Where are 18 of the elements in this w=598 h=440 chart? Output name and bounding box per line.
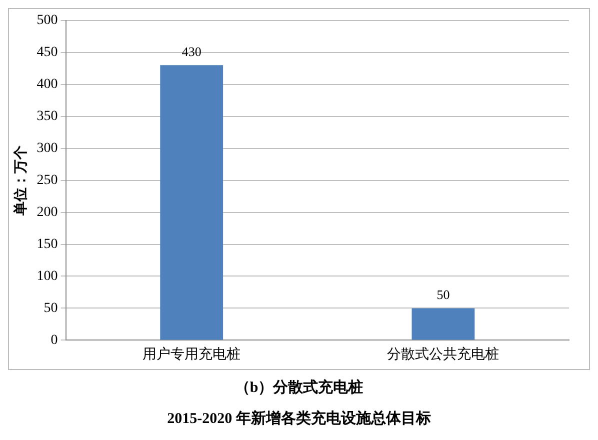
y-tick-label: 500	[36, 13, 58, 28]
y-tick-label: 450	[36, 45, 58, 60]
y-tick-label: 150	[36, 236, 58, 252]
text: （b）分散式充电桩	[234, 378, 364, 397]
y-tick-label: 350	[36, 109, 58, 124]
y-tick-label: 250	[36, 172, 58, 188]
y-tick-label: 100	[36, 268, 58, 284]
x-tick-label: 分散式公共充电桩	[387, 346, 500, 362]
y-tick-label: 300	[36, 140, 58, 156]
x-tick-label: 用户专用充电桩	[142, 346, 241, 362]
y-tick-label: 400	[36, 77, 58, 92]
y-tick-label: 0	[50, 332, 58, 348]
data-label: 50	[436, 287, 450, 302]
data-label: 430	[182, 44, 202, 60]
y-axis-title: 单位：万个	[13, 144, 30, 216]
y-tick-label: 50	[44, 300, 58, 316]
text: 2015-2020 年新增各类充电设施总体目标	[166, 409, 432, 428]
y-tick-label: 200	[36, 204, 58, 220]
